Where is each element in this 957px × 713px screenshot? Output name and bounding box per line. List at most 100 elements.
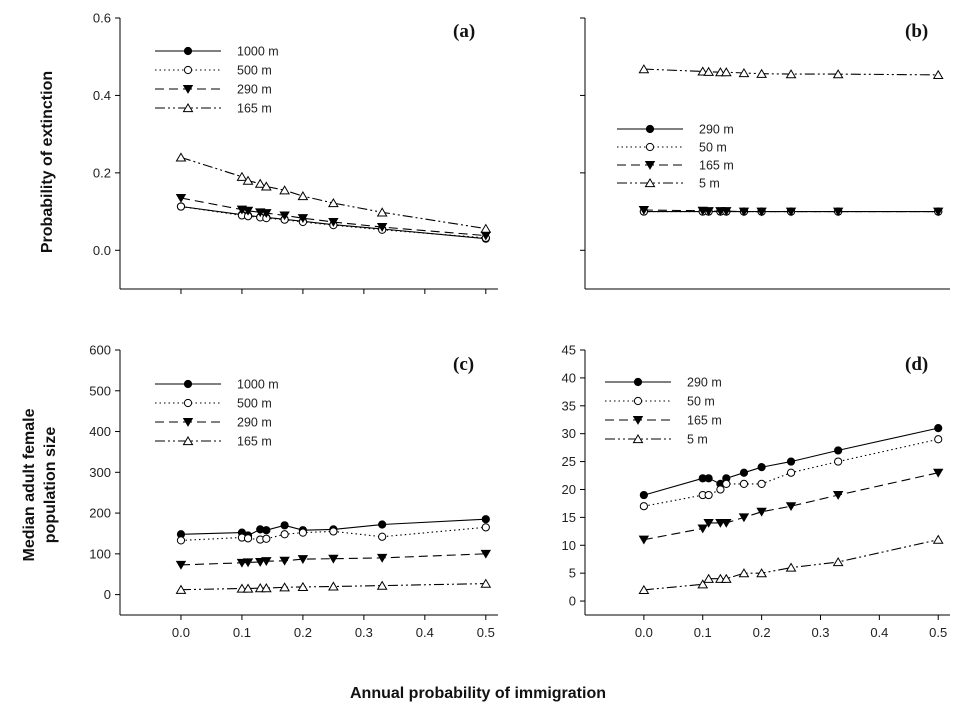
panel-c-series-2-point xyxy=(236,558,248,568)
panel-b: 290 m 50 m 165 m 5 m (b) xyxy=(580,17,950,290)
panel-c-y-tick-label: 200 xyxy=(89,506,111,521)
panel-c-series-2-point xyxy=(175,560,187,570)
panel-a-y-tick-label: 0.0 xyxy=(93,243,111,258)
panel-a-y-tick-label: 0.4 xyxy=(93,88,111,103)
panel-a-y-tick-label: 0.2 xyxy=(93,165,111,180)
panel-b-series-3-point xyxy=(703,66,715,76)
panel-a-legend-label: 290 m xyxy=(237,83,272,97)
panel-c-series-3-point xyxy=(297,581,309,591)
panel-d-legend-label: 165 m xyxy=(687,414,722,428)
panel-d-legend-marker xyxy=(632,433,644,444)
panel-d-legend-label: 290 m xyxy=(687,376,722,390)
panel-a-series-3-point xyxy=(480,223,492,233)
panel-b-legend-label: 50 m xyxy=(699,141,727,155)
y-axis-title-top: Probability of extinction xyxy=(39,71,56,253)
panel-c-legend-label: 290 m xyxy=(237,416,272,430)
panel-c-series-2-point xyxy=(261,557,272,567)
panel-d-x-tick-label: 0.4 xyxy=(870,625,888,640)
panel-c-x-tick-label: 0.5 xyxy=(477,625,495,640)
panel-a-label: (a) xyxy=(453,21,475,42)
panel-a-series-3-point xyxy=(175,152,187,162)
panel-a-series-2-point xyxy=(279,211,290,221)
panel-b-series-2-point xyxy=(638,206,650,215)
panel-a-legend-label: 1000 m xyxy=(237,45,279,59)
panel-d-series-2-point xyxy=(638,535,650,545)
panel-a-legend-marker xyxy=(182,85,194,94)
panel-a-series-1-point xyxy=(176,202,186,211)
panel-d-series-2-point xyxy=(933,468,944,478)
panel-a-series-3-point xyxy=(242,175,254,185)
panel-d-series-2-point xyxy=(721,518,732,528)
panel-d-series-0-point xyxy=(786,457,796,466)
panel-d-series-1-point xyxy=(722,479,731,488)
panel-d-series-0-point xyxy=(934,424,943,433)
panel-a: 0.0 0.2 0.4 0.6 1000 m 500 m 290 m 165 m (a) xyxy=(93,11,498,294)
panel-d-series-0-point xyxy=(757,463,766,472)
panel-c-series-2-point xyxy=(297,555,309,564)
panel-d-series-3-point xyxy=(932,534,944,544)
panel-d-series-2-point xyxy=(785,502,797,512)
panel-d-series-2-point xyxy=(703,518,714,528)
panel-d-x-tick-label: 0.3 xyxy=(811,625,829,640)
panel-c-series-3-line xyxy=(180,583,486,591)
panel-c-y-tick-label: 600 xyxy=(89,343,111,358)
panel-d-legend-label: 50 m xyxy=(687,395,715,409)
panel-c-series-2-point xyxy=(376,553,388,563)
panel-d-y-tick-label: 0 xyxy=(569,594,576,609)
panel-c-series-3-point xyxy=(242,583,254,593)
panel-c-x-tick-label: 0.0 xyxy=(172,625,190,640)
panel-c-legend-marker xyxy=(182,417,194,427)
panel-c-label: (c) xyxy=(453,354,474,375)
panel-d-y-tick-label: 15 xyxy=(562,510,576,525)
panel-b-legend-label: 5 m xyxy=(699,177,720,191)
panel-b-series-2-point xyxy=(703,207,714,217)
panel-d-series-2-point xyxy=(738,513,750,523)
panel-a-series-2-point xyxy=(376,223,388,232)
panel-d-y-tick-label: 20 xyxy=(562,482,576,497)
panel-a-series-2-point xyxy=(328,218,339,227)
panel-b-legend-marker xyxy=(645,142,655,152)
x-axis-title: Annual probability of immigration xyxy=(350,685,606,702)
panel-d-y-tick-label: 30 xyxy=(562,426,576,441)
panel-c-y-tick-label: 400 xyxy=(89,424,111,439)
panel-d-series-1-point xyxy=(716,485,725,494)
panel-d-series-3-point xyxy=(785,562,797,572)
panel-d-legend-marker xyxy=(633,396,643,406)
panel-c-series-2-point xyxy=(279,556,290,566)
panel-c-y-tick-label: 100 xyxy=(89,546,111,561)
panel-d-series-3-point xyxy=(703,573,715,583)
panel-c-series-3-point xyxy=(480,578,492,588)
panel-a-legend-label: 500 m xyxy=(237,64,272,78)
panel-c-legend-marker xyxy=(183,398,193,408)
panel-a-series-1-line xyxy=(180,205,486,239)
panel-d-series-1-point xyxy=(934,435,943,444)
panel-d-x-tick-label: 0.1 xyxy=(694,625,712,640)
panel-b-series-3-point xyxy=(720,67,732,77)
panel-c-series-2-point xyxy=(242,558,254,568)
panel-c-series-3-point xyxy=(260,583,272,593)
y-axis-title-bottom-line1: Median adult female xyxy=(21,408,38,561)
panel-b-legend-marker xyxy=(644,160,656,170)
panel-d-series-1-point xyxy=(834,457,843,466)
panel-a-series-3-point xyxy=(328,198,339,208)
panel-c-x-tick-label: 0.3 xyxy=(355,625,373,640)
panel-c-y-tick-label: 0 xyxy=(104,587,111,602)
panel-a-series-3-point xyxy=(297,191,309,201)
panel-d-series-3-point xyxy=(720,573,732,583)
panel-c-series-2-point xyxy=(255,558,266,567)
panel-c-series-1-point xyxy=(298,528,308,537)
panel-d-series-3-point xyxy=(638,584,650,594)
panel-c-legend-label: 165 m xyxy=(237,435,272,449)
panel-c-series-1-point xyxy=(176,536,186,545)
panel-b-series-2-point xyxy=(785,207,797,217)
panel-c-series-0-point xyxy=(262,526,271,535)
panel-d-series-3-point xyxy=(756,568,767,578)
panel-d-series-1-point xyxy=(704,490,713,500)
panel-b-series-2-point xyxy=(933,207,944,217)
panel-d-legend-label: 5 m xyxy=(687,433,708,447)
panel-c-series-1-point xyxy=(329,527,338,536)
panel-a-series-2-point xyxy=(261,209,272,218)
panel-a-series-3-point xyxy=(254,178,266,188)
panel-c-x-tick-label: 0.2 xyxy=(294,625,312,640)
panel-b-series-2-line xyxy=(643,209,939,213)
